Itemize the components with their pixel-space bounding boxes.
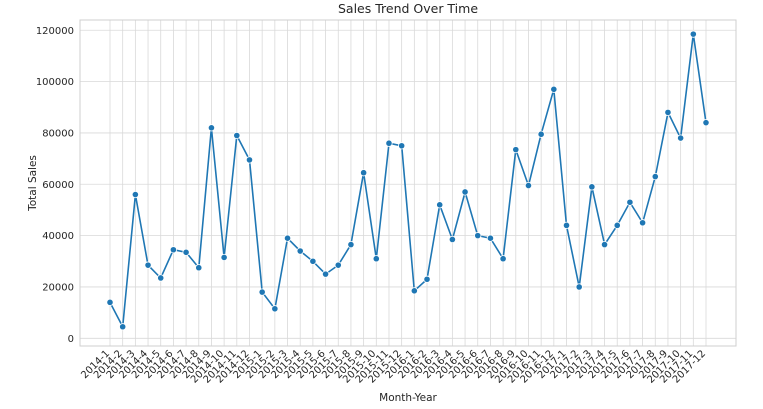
data-point [309,257,317,265]
data-point [638,219,647,227]
data-point [169,246,178,254]
data-point [575,283,583,291]
y-tick-label: 0 [68,334,74,345]
data-point [157,274,165,282]
data-point [258,288,266,296]
data-point [474,232,482,240]
data-point [600,241,609,249]
data-point [385,139,393,147]
data-point [207,124,216,132]
data-point [689,30,697,38]
data-point [271,305,279,313]
y-tick-label: 60000 [42,180,74,191]
data-point [398,142,406,150]
data-point [220,253,228,262]
y-axis-label: Total Sales [27,155,39,212]
data-point [321,270,330,278]
data-point [562,221,571,229]
data-point [182,248,190,256]
data-point [664,108,672,117]
chart-title: Sales Trend Over Time [338,1,478,16]
data-point [410,287,418,295]
y-tick-label: 120000 [36,26,74,37]
data-point [524,181,533,190]
y-axis-ticks: 0 20000 40000 60000 80000 100000 120000 [36,26,74,345]
data-point [677,134,685,142]
data-point [702,119,710,127]
data-point [499,255,507,263]
sales-line [109,33,707,330]
data-point [537,130,545,138]
grid-lines [80,20,736,346]
data-point [360,169,368,177]
data-point [296,247,304,255]
data-point [119,323,127,331]
plot-area [79,19,737,347]
data-point [588,183,596,191]
y-tick-label: 100000 [36,77,74,88]
data-point [436,201,444,209]
data-point [106,298,114,306]
y-tick-label: 20000 [42,282,74,293]
x-axis-label: Month-Year [379,392,437,404]
data-point [347,241,355,249]
y-tick-label: 80000 [42,128,74,139]
data-point [550,85,558,93]
data-point [626,198,634,206]
data-point [372,255,380,263]
data-point [245,156,254,164]
x-axis-ticks: 2014-12014-22014-32014-42014-52014-62014… [79,348,708,385]
data-point [144,261,152,269]
data-point [283,234,292,242]
y-tick-label: 40000 [42,231,74,242]
data-point [486,234,495,242]
data-point [195,264,203,272]
data-point [613,221,621,229]
data-point [334,261,342,269]
data-point [233,131,241,140]
data-points [106,30,710,331]
data-point [512,146,520,154]
data-point [651,172,659,181]
data-point [461,188,469,196]
data-point [448,235,456,244]
data-point [423,275,431,283]
data-point [131,190,139,199]
